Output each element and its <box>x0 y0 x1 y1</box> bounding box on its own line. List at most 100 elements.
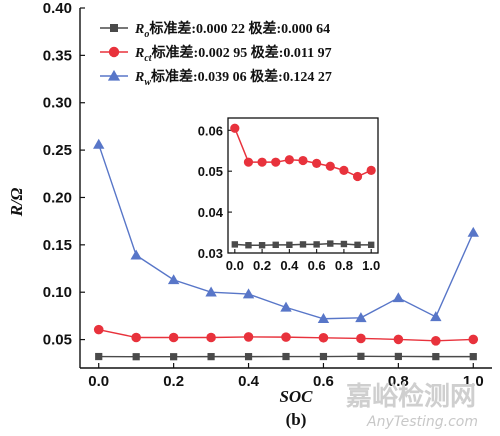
inset-data-point-ro <box>367 241 375 249</box>
data-point-rct <box>281 332 291 342</box>
data-point-rw <box>167 274 180 285</box>
data-point-rct <box>243 332 254 342</box>
inset-y-tick-label: 0.06 <box>198 123 223 138</box>
y-tick-label: 0.30 <box>43 95 72 112</box>
y-tick-label: 0.20 <box>43 189 72 206</box>
data-point-rct <box>468 334 479 345</box>
inset-data-point-rct <box>243 157 254 167</box>
inset-data-point-rct <box>284 155 294 165</box>
y-tick-label: 0.35 <box>43 47 72 64</box>
inset-data-point-ro <box>258 242 266 249</box>
inset-x-tick-label: 0.0 <box>226 258 244 273</box>
inset-data-point-rct <box>339 165 349 175</box>
y-tick-label: 0.10 <box>43 284 72 301</box>
data-point-ro <box>394 352 402 361</box>
main-plot: 0.050.100.150.200.250.300.350.400.0 0.2 0.… <box>43 0 492 390</box>
inset-data-point-ro <box>313 241 320 248</box>
x-tick-label: 0.8 <box>388 373 409 390</box>
legend-item-rct: Rct标准差:0.002 95 极差:0.011 97 <box>100 44 332 64</box>
data-point-rw <box>392 292 405 303</box>
data-point-ro <box>207 353 215 361</box>
watermark: 嘉峪检测网 AnyTesting.com <box>346 381 478 430</box>
data-point-rw <box>130 249 142 260</box>
data-point-ro <box>244 353 253 361</box>
x-tick-label: 0.0 <box>88 373 109 390</box>
legend-marker <box>107 69 121 81</box>
inset-data-point-ro <box>327 240 334 247</box>
x-tick-label: 0.4 <box>238 373 260 390</box>
data-point-rct <box>168 332 179 343</box>
data-point-rct <box>206 332 216 343</box>
inset-plot: 0.03 0.04 0.05 0.06 0.0 0.2 0.4 0.6 0.8 1.0 <box>198 117 380 273</box>
panel-label: (b) <box>286 410 307 429</box>
data-point-rct <box>393 334 404 345</box>
data-point-rw <box>242 288 255 299</box>
data-point-ro <box>469 353 477 361</box>
legend-item-rw: Rw标准差:0.039 06 极差:0.124 27 <box>100 68 332 88</box>
legend-label: Ro标准差:0.000 22 极差:0.000 64 <box>134 20 330 40</box>
data-point-rw <box>430 311 442 322</box>
watermark-cn: 嘉峪检测网 <box>346 381 476 412</box>
data-point-ro <box>170 353 178 361</box>
inset-data-point-rct <box>257 157 267 167</box>
data-point-rw <box>317 313 330 324</box>
inset-data-point-ro <box>340 240 348 248</box>
data-point-ro <box>357 352 365 360</box>
legend-label: Rct标准差:0.002 95 极差:0.011 97 <box>134 44 332 64</box>
legend-marker <box>110 24 118 32</box>
inset-x-tick-label: 0.4 <box>280 258 299 273</box>
data-point-rct <box>318 332 329 343</box>
watermark-en: AnyTesting.com <box>366 414 478 430</box>
y-tick-label: 0.40 <box>43 0 72 17</box>
legend: Ro标准差:0.000 22 极差:0.000 64 Rct标准差:0.002 9… <box>100 20 332 88</box>
inset-data-point-rct <box>366 165 376 175</box>
y-tick-label: 0.15 <box>43 237 72 254</box>
inset-data-point-rct <box>325 161 335 171</box>
inset-data-point-rct <box>352 171 363 182</box>
inset-data-point-ro <box>286 241 293 249</box>
inset-x-tick-label: 0.2 <box>253 258 271 273</box>
inset-x-tick-label: 0.8 <box>335 258 353 273</box>
data-point-rct <box>93 324 104 335</box>
data-point-rct <box>356 333 366 344</box>
data-point-ro <box>282 352 290 361</box>
x-tick-label: 1.0 <box>463 373 484 390</box>
legend-item-ro: Ro标准差:0.000 22 极差:0.000 64 <box>100 20 330 40</box>
legend-label: Rw标准差:0.039 06 极差:0.124 27 <box>134 68 332 88</box>
data-point-rw <box>467 226 479 237</box>
inset-data-point-ro <box>299 241 307 248</box>
y-axis-label: R/Ω <box>7 187 26 217</box>
data-point-ro <box>95 352 103 361</box>
inset-x-tick-label: 1.0 <box>362 258 380 273</box>
x-tick-label: 0.2 <box>163 373 184 390</box>
inset-data-point-rct <box>298 155 308 166</box>
data-point-rct <box>431 336 441 346</box>
main-series-layer <box>93 138 479 361</box>
inset-frame <box>227 117 379 254</box>
data-point-rw <box>205 286 217 297</box>
inset-x-tick-label: 0.6 <box>308 258 326 273</box>
inset-data-point-rct <box>230 123 240 133</box>
y-tick-label: 0.05 <box>43 332 72 349</box>
legend-marker <box>108 46 120 58</box>
inset-y-tick-label: 0.05 <box>198 164 223 179</box>
inset-data-point-ro <box>245 242 252 249</box>
inset-data-point-ro <box>272 241 279 249</box>
data-point-ro <box>319 352 328 361</box>
data-point-ro <box>132 353 140 361</box>
inset-y-tick-label: 0.03 <box>198 246 223 261</box>
y-tick-label: 0.25 <box>43 142 72 159</box>
inset-data-point-ro <box>354 241 361 249</box>
x-axis-label: SOC <box>279 387 313 406</box>
data-point-rw <box>355 312 367 323</box>
data-point-ro <box>432 353 440 361</box>
x-tick-label: 0.6 <box>313 373 334 390</box>
inset-y-tick-label: 0.04 <box>198 205 224 220</box>
inset-data-point-rct <box>271 157 281 167</box>
inset-data-point-ro <box>231 241 239 248</box>
data-point-rw <box>280 301 292 312</box>
data-point-rct <box>131 332 141 343</box>
inset-data-point-rct <box>312 158 322 169</box>
data-point-rw <box>93 138 105 149</box>
